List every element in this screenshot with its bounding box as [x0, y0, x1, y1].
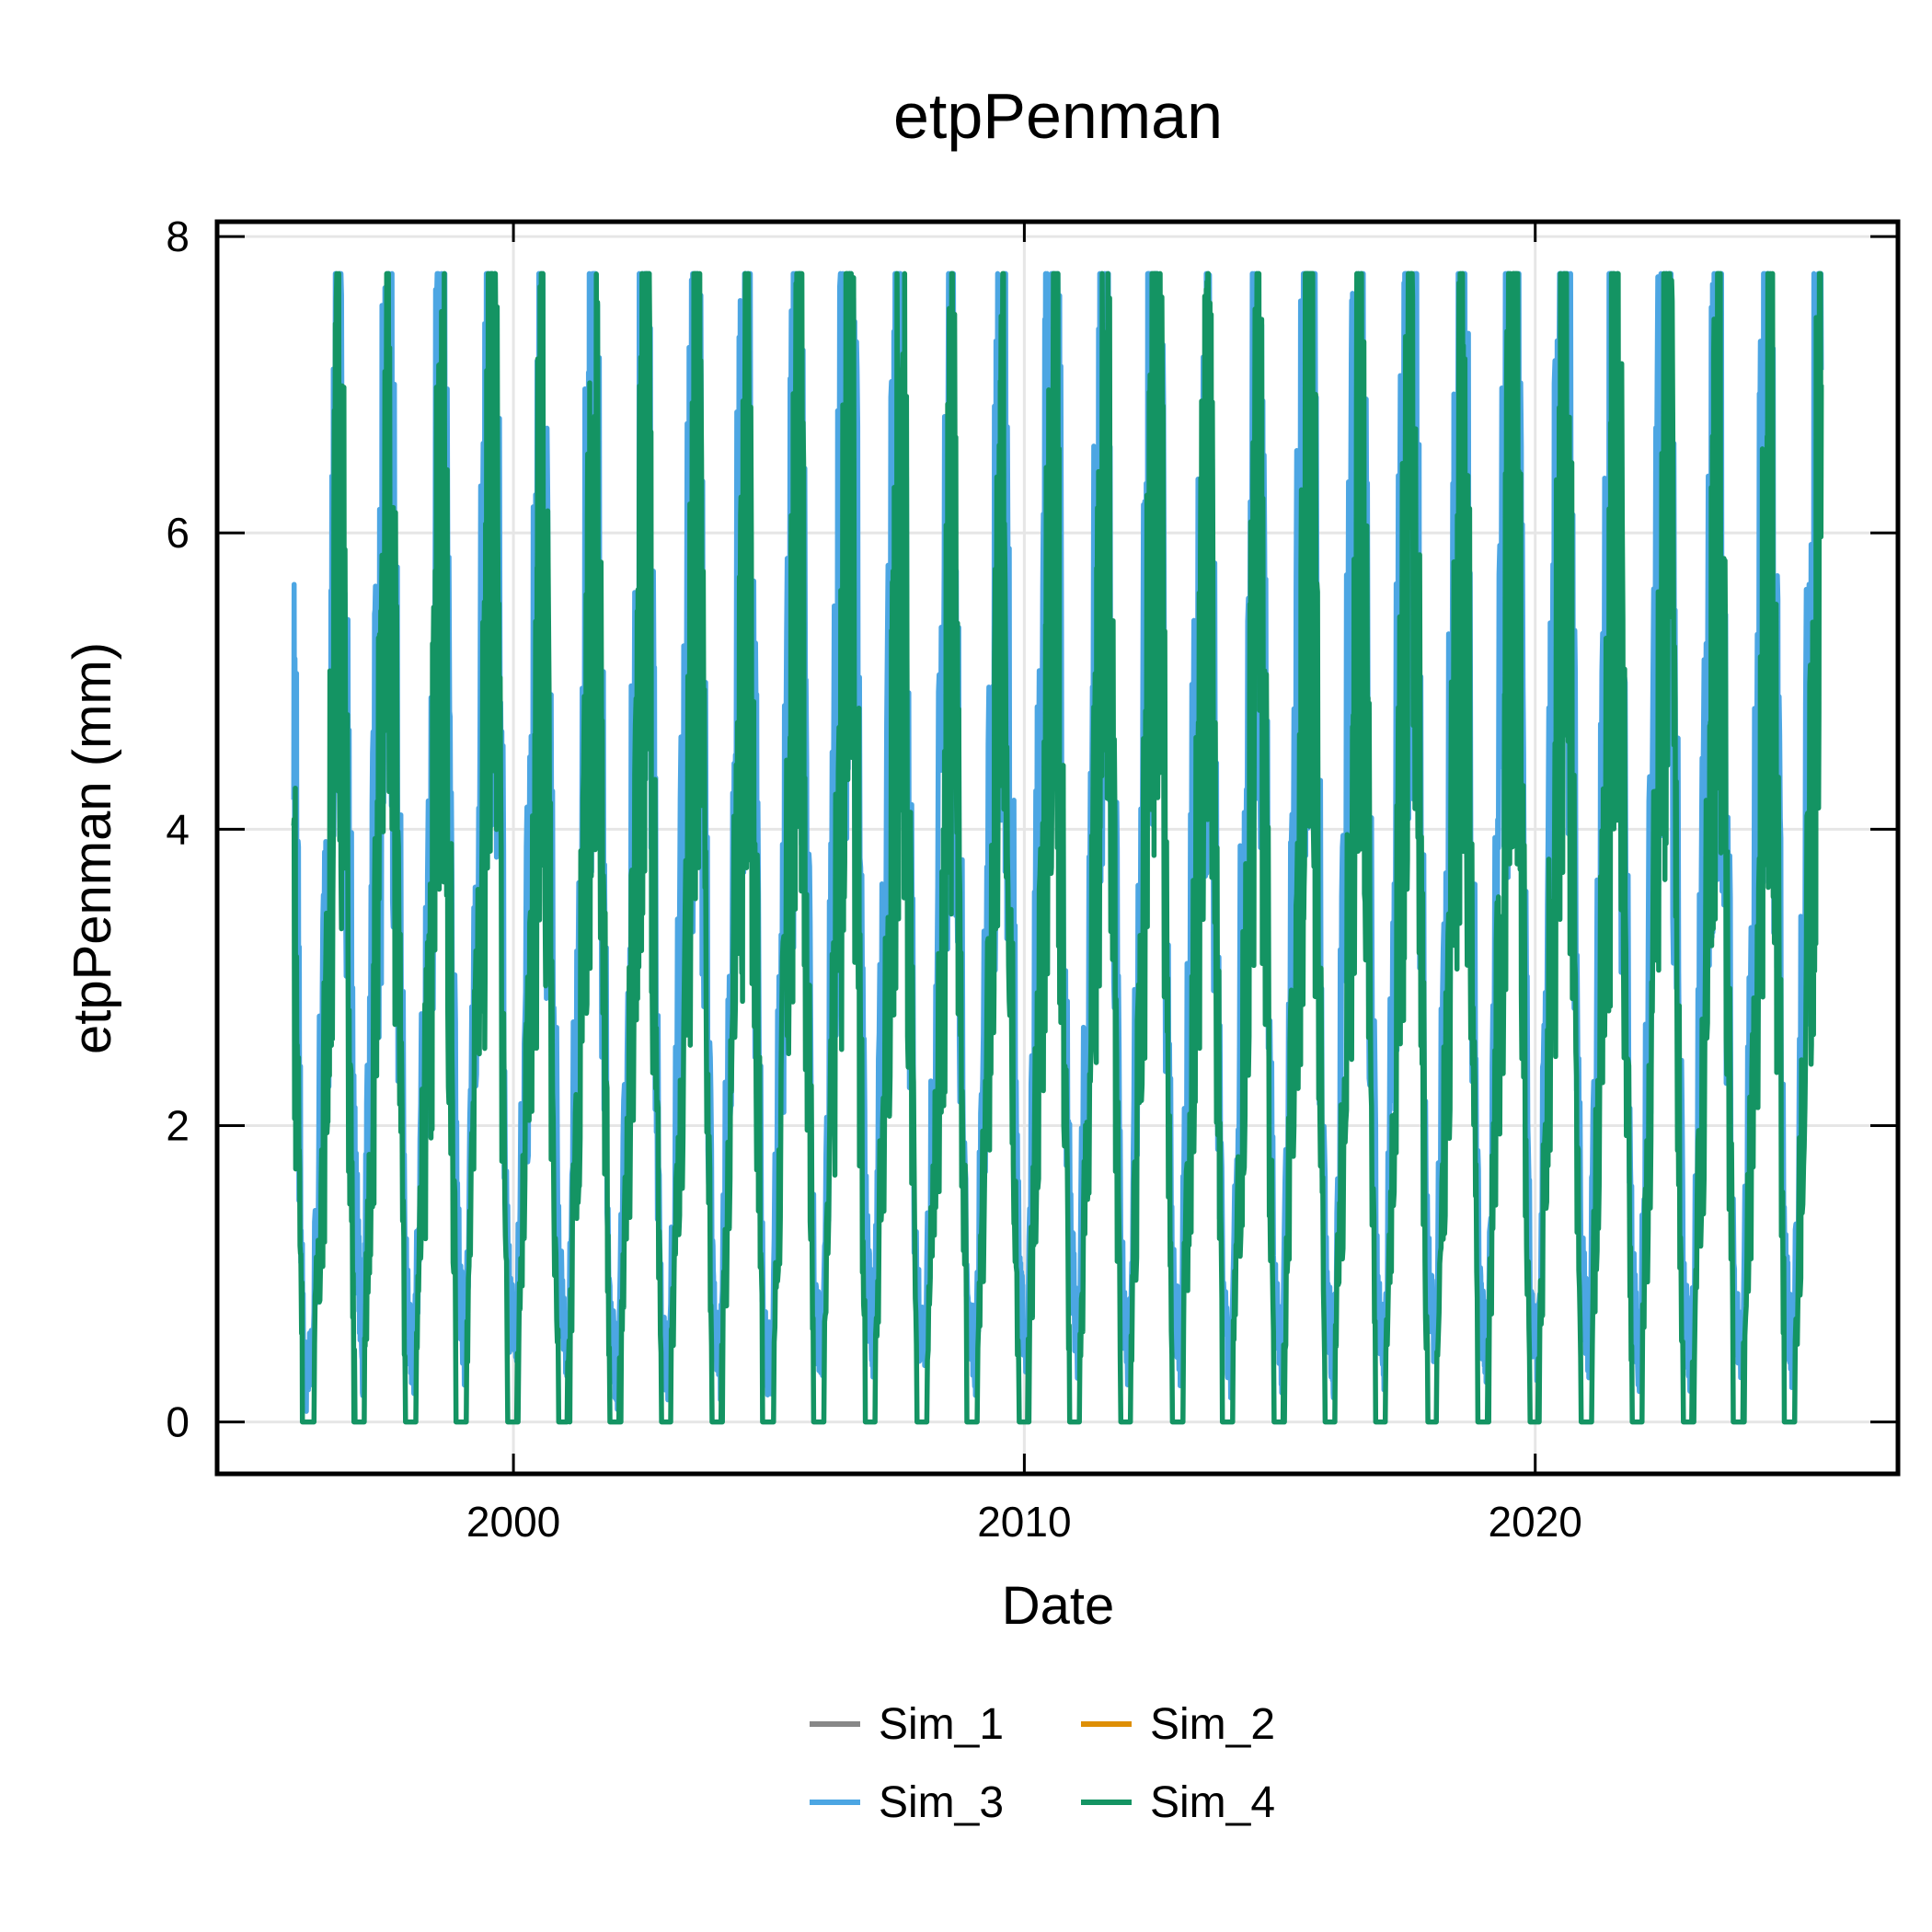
- y-tick-label: 6: [166, 509, 190, 557]
- x-tick-label: 2020: [1489, 1498, 1582, 1546]
- plot-frame: [214, 219, 1901, 1477]
- legend: Sim_1 Sim_2 Sim_3 Sim_4: [810, 1700, 1275, 1827]
- y-tick-label: 2: [166, 1101, 190, 1149]
- legend-label: Sim_2: [1150, 1700, 1275, 1749]
- x-axis-label: Date: [1002, 1576, 1115, 1636]
- legend-label: Sim_4: [1150, 1778, 1275, 1827]
- chart-title: etpPenman: [893, 80, 1223, 152]
- y-axis-label: etpPenman (mm): [63, 642, 122, 1054]
- y-tick-label: 4: [166, 805, 190, 853]
- series-line-sim-4: [291, 270, 1824, 1425]
- x-tick-label: 2000: [466, 1498, 560, 1546]
- series-layer: [291, 270, 1824, 1425]
- x-tick-label: 2010: [977, 1498, 1071, 1546]
- tick-layer: 2000 2010 2020 0 2 4 6 8: [166, 213, 1898, 1546]
- legend-label: Sim_3: [879, 1778, 1004, 1827]
- legend-label: Sim_1: [879, 1700, 1004, 1749]
- y-tick-label: 0: [166, 1398, 190, 1446]
- y-tick-label: 8: [166, 213, 190, 260]
